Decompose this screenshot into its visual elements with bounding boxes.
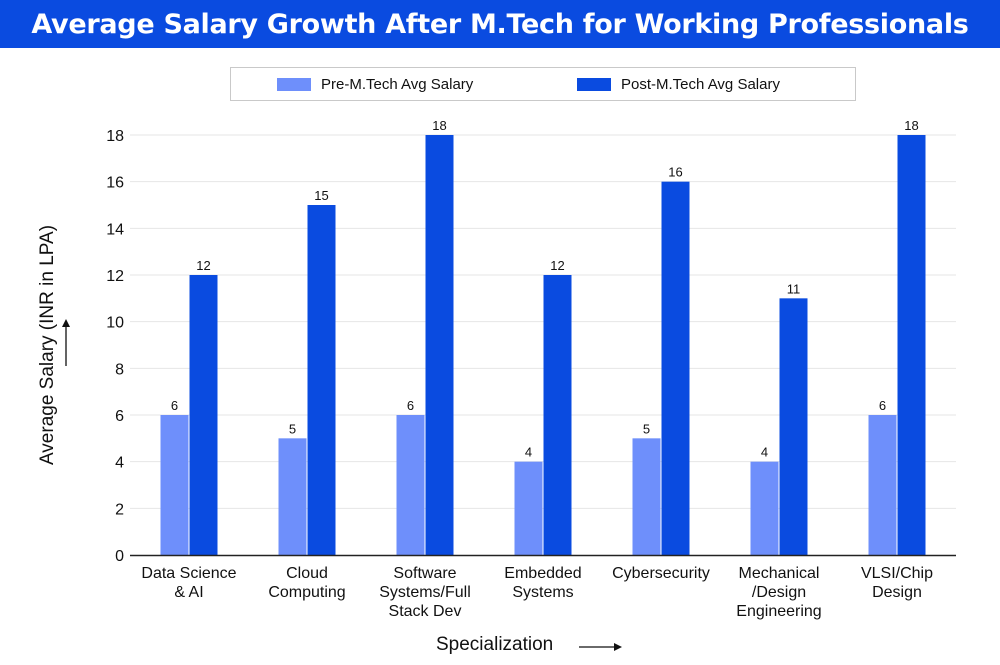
bar [750,461,779,555]
legend-label-pre: Pre-M.Tech Avg Salary [321,76,474,93]
bar [661,181,690,555]
legend: Pre-M.Tech Avg Salary Post-M.Tech Avg Sa… [230,67,856,101]
y-tick-label: 6 [115,408,124,425]
bar [425,135,454,555]
bar [160,415,189,555]
bar [543,275,572,555]
x-tick-label: Embedded Systems [504,565,581,601]
legend-item-post: Post-M.Tech Avg Salary [577,76,780,93]
bar [514,461,543,555]
data-label: 16 [668,165,682,180]
legend-item-pre: Pre-M.Tech Avg Salary [277,76,473,93]
x-tick-label: Data Science & AI [141,565,236,601]
y-tick-label: 14 [106,221,124,238]
y-tick-label: 8 [115,361,124,378]
bar [632,438,661,555]
legend-swatch-post [577,78,611,91]
legend-swatch-pre [277,78,311,91]
x-tick-label: Mechanical/Design Engineering [736,565,821,620]
data-label: 6 [407,398,414,413]
data-label: 6 [171,398,178,413]
data-label: 11 [787,281,801,296]
data-label: 4 [525,445,532,460]
bar [307,205,336,555]
bar [189,275,218,555]
y-tick-label: 16 [106,175,124,192]
x-axis-label: Specialization [436,634,554,655]
chart-title: Average Salary Growth After M.Tech for W… [0,0,1000,48]
y-tick-label: 12 [106,268,124,285]
x-axis-arrow-icon [579,643,622,651]
bar [779,298,808,555]
x-tick-label: VLSI/Chip Design [861,565,933,601]
data-label: 12 [550,258,564,273]
data-label: 18 [904,118,918,133]
y-tick-label: 18 [106,128,124,145]
bar [897,135,926,555]
x-tick-label: Software Systems/Full Stack Dev [379,565,471,620]
data-label: 6 [879,398,886,413]
data-label: 5 [643,421,650,436]
y-tick-label: 10 [106,315,124,332]
legend-label-post: Post-M.Tech Avg Salary [621,76,780,93]
y-tick-label: 4 [115,455,124,472]
data-label: 4 [761,445,768,460]
bar [868,415,897,555]
data-label: 18 [432,118,446,133]
bar [396,415,425,555]
y-tick-label: 2 [115,501,124,518]
y-tick-label: 0 [115,548,124,565]
data-label: 5 [289,421,296,436]
x-tick-label: Cybersecurity [612,565,710,582]
x-tick-label: Cloud Computing [268,565,345,601]
data-label: 15 [314,188,328,203]
bar [278,438,307,555]
data-label: 12 [196,258,210,273]
y-axis-arrow-icon [62,319,70,366]
